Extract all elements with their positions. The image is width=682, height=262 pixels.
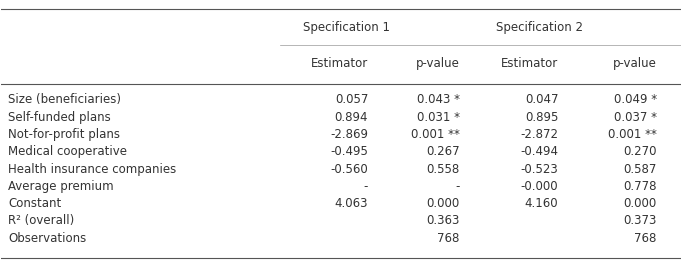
Text: 0.057: 0.057 bbox=[335, 93, 368, 106]
Text: 0.587: 0.587 bbox=[623, 162, 657, 176]
Text: -0.000: -0.000 bbox=[521, 180, 559, 193]
Text: 0.000: 0.000 bbox=[623, 197, 657, 210]
Text: 0.047: 0.047 bbox=[525, 93, 559, 106]
Text: -: - bbox=[456, 180, 460, 193]
Text: Medical cooperative: Medical cooperative bbox=[8, 145, 127, 158]
Text: p-value: p-value bbox=[416, 57, 460, 70]
Text: 0.894: 0.894 bbox=[335, 111, 368, 124]
Text: Not-for-profit plans: Not-for-profit plans bbox=[8, 128, 120, 141]
Text: 768: 768 bbox=[437, 232, 460, 245]
Text: 0.001 **: 0.001 ** bbox=[608, 128, 657, 141]
Text: Observations: Observations bbox=[8, 232, 87, 245]
Text: R² (overall): R² (overall) bbox=[8, 214, 74, 227]
Text: Constant: Constant bbox=[8, 197, 61, 210]
Text: Health insurance companies: Health insurance companies bbox=[8, 162, 177, 176]
Text: -0.495: -0.495 bbox=[330, 145, 368, 158]
Text: 0.558: 0.558 bbox=[427, 162, 460, 176]
Text: 0.270: 0.270 bbox=[623, 145, 657, 158]
Text: -0.494: -0.494 bbox=[520, 145, 559, 158]
Text: Average premium: Average premium bbox=[8, 180, 114, 193]
Text: -0.523: -0.523 bbox=[520, 162, 559, 176]
Text: Specification 1: Specification 1 bbox=[303, 21, 389, 34]
Text: 0.037 *: 0.037 * bbox=[614, 111, 657, 124]
Text: 0.043 *: 0.043 * bbox=[417, 93, 460, 106]
Text: -0.560: -0.560 bbox=[330, 162, 368, 176]
Text: 0.895: 0.895 bbox=[525, 111, 559, 124]
Text: 0.001 **: 0.001 ** bbox=[411, 128, 460, 141]
Text: Estimator: Estimator bbox=[311, 57, 368, 70]
Text: 4.160: 4.160 bbox=[524, 197, 559, 210]
Text: 0.373: 0.373 bbox=[623, 214, 657, 227]
Text: Estimator: Estimator bbox=[501, 57, 559, 70]
Text: 0.049 *: 0.049 * bbox=[614, 93, 657, 106]
Text: -2.872: -2.872 bbox=[520, 128, 559, 141]
Text: 0.363: 0.363 bbox=[426, 214, 460, 227]
Text: 4.063: 4.063 bbox=[335, 197, 368, 210]
Text: -: - bbox=[364, 180, 368, 193]
Text: p-value: p-value bbox=[613, 57, 657, 70]
Text: 0.031 *: 0.031 * bbox=[417, 111, 460, 124]
Text: Size (beneficiaries): Size (beneficiaries) bbox=[8, 93, 121, 106]
Text: -2.869: -2.869 bbox=[330, 128, 368, 141]
Text: 0.267: 0.267 bbox=[426, 145, 460, 158]
Text: 0.778: 0.778 bbox=[623, 180, 657, 193]
Text: Self-funded plans: Self-funded plans bbox=[8, 111, 111, 124]
Text: Specification 2: Specification 2 bbox=[496, 21, 583, 34]
Text: 768: 768 bbox=[634, 232, 657, 245]
Text: 0.000: 0.000 bbox=[427, 197, 460, 210]
